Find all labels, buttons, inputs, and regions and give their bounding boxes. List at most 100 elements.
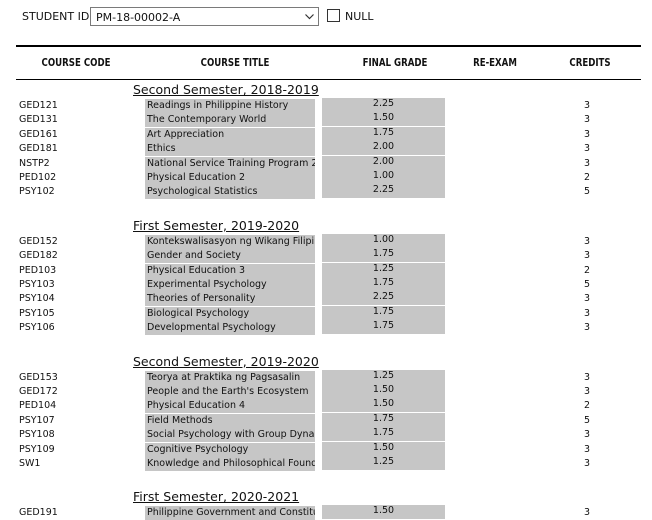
course-code: PED103 xyxy=(19,264,57,276)
course-code: GED121 xyxy=(19,100,58,111)
final-grade: 2.25 xyxy=(322,184,445,199)
final-grade: 1.50 xyxy=(322,398,445,413)
student-id-value: PM-18-00002-A xyxy=(96,11,181,24)
credits: 2 xyxy=(583,172,591,183)
course-title: Theories of Personality xyxy=(145,292,315,307)
course-title: Physical Education 2 xyxy=(145,171,315,185)
course-title: Biological Psychology xyxy=(145,306,315,321)
final-grade: 1.75 xyxy=(322,412,445,427)
final-grade: 1.75 xyxy=(322,248,445,263)
credits: 3 xyxy=(583,293,591,305)
credits: 2 xyxy=(583,264,591,276)
final-grade: 1.25 xyxy=(322,456,445,470)
column-header: CREDITS xyxy=(569,57,611,69)
credits: 3 xyxy=(583,157,591,169)
credits: 3 xyxy=(583,114,591,126)
column-header: COURSE CODE xyxy=(41,57,111,69)
credits: 3 xyxy=(583,322,591,334)
course-title: Readings in Philippine History xyxy=(145,99,315,113)
final-grade: 1.00 xyxy=(322,170,445,184)
final-grade: 1.50 xyxy=(322,384,445,398)
course-title: Experimental Psychology xyxy=(145,278,315,292)
course-title: Developmental Psychology xyxy=(145,321,315,336)
credits: 3 xyxy=(583,371,591,383)
final-grade: 1.75 xyxy=(322,427,445,442)
null-label: NULL xyxy=(345,10,374,23)
course-code: PSY102 xyxy=(19,186,55,198)
final-grade: 1.50 xyxy=(322,505,445,520)
semester-heading: Second Semester, 2019-2020 xyxy=(133,353,319,369)
course-code: GED131 xyxy=(19,114,58,126)
credits: 3 xyxy=(583,143,591,155)
course-title: Gender and Society xyxy=(145,249,315,264)
course-code: PSY103 xyxy=(19,279,55,290)
course-title: Ethics xyxy=(145,142,315,157)
final-grade: 2.25 xyxy=(322,291,445,306)
final-grade: 1.75 xyxy=(322,126,445,141)
final-grade: 1.50 xyxy=(322,441,445,456)
course-code: PED104 xyxy=(19,400,57,412)
final-grade: 1.75 xyxy=(322,277,445,291)
final-grade: 2.00 xyxy=(322,155,445,170)
semester-heading: First Semester, 2019-2020 xyxy=(133,217,300,233)
course-code: PSY105 xyxy=(19,307,55,319)
course-title: The Contemporary World xyxy=(145,113,315,128)
course-title: Cognitive Psychology xyxy=(145,442,315,457)
credits: 5 xyxy=(583,186,591,198)
course-code: PSY104 xyxy=(19,293,55,305)
course-title: Social Psychology with Group Dynami xyxy=(145,428,315,443)
credits: 3 xyxy=(583,128,591,140)
course-title: Art Appreciation xyxy=(145,127,315,142)
course-code: GED152 xyxy=(19,235,58,247)
final-grade: 1.25 xyxy=(322,369,445,384)
course-title: Kontekswalisasyon ng Wikang Filipino xyxy=(145,234,315,249)
course-title: National Service Training Program 2 xyxy=(145,156,315,171)
course-code: SW1 xyxy=(19,458,41,469)
course-code: GED182 xyxy=(19,250,58,262)
student-id-label: STUDENT ID: xyxy=(22,10,94,23)
course-title: Philippine Government and Constituti xyxy=(145,506,315,520)
final-grade: 1.75 xyxy=(322,305,445,320)
column-header: RE-EXAM xyxy=(473,57,517,69)
final-grade: 1.50 xyxy=(322,112,445,127)
semester-heading: Second Semester, 2018-2019 xyxy=(133,82,319,97)
credits: 2 xyxy=(583,400,591,412)
course-code: PSY109 xyxy=(19,443,55,455)
course-title: Psychological Statistics xyxy=(145,185,315,200)
credits: 3 xyxy=(583,100,591,111)
final-grade: 2.25 xyxy=(322,98,445,112)
null-checkbox[interactable] xyxy=(327,9,340,22)
student-id-dropdown[interactable]: PM-18-00002-A xyxy=(90,7,319,26)
final-grade: 2.00 xyxy=(322,141,445,156)
credits: 3 xyxy=(583,307,591,319)
course-code: PSY107 xyxy=(19,414,55,426)
page: {"header":{"student_id_label":"STUDENT I… xyxy=(16,7,641,520)
credits: 3 xyxy=(583,458,591,469)
credits: 3 xyxy=(583,507,591,519)
course-title: Physical Education 4 xyxy=(145,399,315,414)
divider xyxy=(16,79,641,80)
dropdown-arrow xyxy=(305,14,314,20)
column-header: COURSE TITLE xyxy=(200,57,270,69)
credits: 3 xyxy=(583,250,591,262)
column-header: FINAL GRADE xyxy=(362,57,428,69)
credits: 3 xyxy=(583,443,591,455)
credits: 3 xyxy=(583,386,591,397)
credits: 3 xyxy=(583,235,591,247)
credits: 3 xyxy=(583,429,591,441)
final-grade: 1.00 xyxy=(322,233,445,248)
course-title: Knowledge and Philosophical Founda xyxy=(145,457,315,471)
final-grade: 1.25 xyxy=(322,262,445,277)
course-title: Physical Education 3 xyxy=(145,263,315,278)
course-code: GED181 xyxy=(19,143,58,155)
course-code: GED161 xyxy=(19,128,58,140)
course-title: People and the Earth's Ecosystem xyxy=(145,385,315,399)
credits: 5 xyxy=(583,279,591,290)
course-code: PSY108 xyxy=(19,429,55,441)
course-title: Field Methods xyxy=(145,413,315,428)
course-code: PSY106 xyxy=(19,322,55,334)
final-grade: 1.75 xyxy=(322,320,445,335)
course-title: Teorya at Praktika ng Pagsasalin xyxy=(145,370,315,385)
course-code: GED153 xyxy=(19,371,58,383)
course-code: NSTP2 xyxy=(19,157,50,169)
